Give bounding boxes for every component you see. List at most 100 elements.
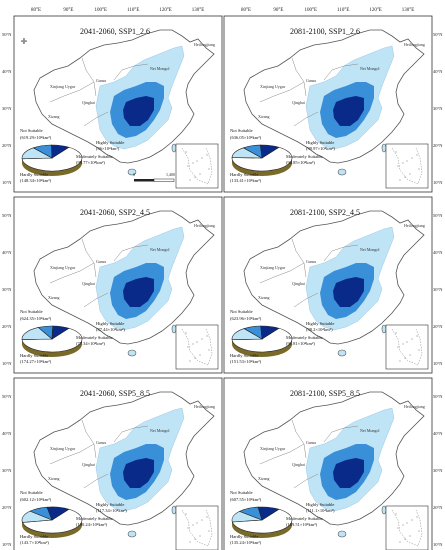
not-suitable-value: (636.05×10⁴km²) xyxy=(230,135,262,140)
panel-title: 2081-2100, SSP1_2.6 xyxy=(290,27,360,36)
pie-slice-highly-suitable xyxy=(46,506,70,521)
island-dot xyxy=(416,335,418,337)
island-dot xyxy=(185,151,187,153)
south-china-sea-inset xyxy=(175,505,219,550)
hardly-suitable-label: Hardly Suitable xyxy=(20,534,48,539)
province-border xyxy=(259,443,305,465)
island-dot xyxy=(201,157,203,159)
province-border xyxy=(49,443,95,465)
not-suitable-value: (607.55×10⁴km²) xyxy=(230,497,262,502)
pie-slice-not-suitable xyxy=(231,146,293,172)
taiwan-island xyxy=(381,505,387,515)
island-dot xyxy=(418,349,420,351)
island-dot xyxy=(399,179,401,181)
moderately-suitable-value: (100.24×10⁴km²) xyxy=(76,522,108,527)
island-dot xyxy=(395,151,397,153)
province-label: Xizang xyxy=(48,295,60,300)
moderately-suitable-label: Moderately Suitable xyxy=(76,335,113,340)
province-label: Nei Mongol xyxy=(360,66,380,71)
province-border xyxy=(293,292,319,308)
pie-slice-not-suitable xyxy=(231,508,293,534)
latitude-label: 40°N xyxy=(2,431,12,436)
province-border xyxy=(83,473,109,489)
province-label: Gansu xyxy=(96,259,106,264)
latitude-label: 10°N xyxy=(433,361,443,366)
south-china-sea-inset xyxy=(175,324,219,370)
not-suitable-label: Not Suitable xyxy=(20,128,43,133)
island-dot xyxy=(416,154,418,156)
highly-suitable-value: (99.97×10⁴km²) xyxy=(306,146,335,151)
province-label: Heilongjiang xyxy=(194,42,215,47)
island-dot xyxy=(201,519,203,521)
latitude-label: 30°N xyxy=(433,106,443,111)
island-dot xyxy=(187,346,189,348)
island-dot xyxy=(192,162,194,164)
island-dot xyxy=(406,522,408,524)
pie-slice-highly-suitable xyxy=(257,506,280,521)
highly-suitable-area xyxy=(333,277,364,307)
longitude-label: 80°E xyxy=(241,8,251,13)
panel-title: 2081-2100, SSP5_8.5 xyxy=(290,389,360,398)
island-dot xyxy=(199,535,201,537)
latitude-label: 50°N xyxy=(433,32,443,37)
highly-suitable-label: Highly Suitable xyxy=(306,140,334,145)
province-border xyxy=(293,473,319,489)
island-dot xyxy=(409,354,411,356)
province-border xyxy=(113,244,149,262)
province-border xyxy=(49,81,95,103)
island-dot xyxy=(208,349,210,351)
island-dot xyxy=(409,173,411,175)
not-suitable-label: Not Suitable xyxy=(20,309,43,314)
island-dot xyxy=(185,513,187,515)
pie-slice-highly-suitable xyxy=(260,144,280,159)
province-border xyxy=(291,419,307,459)
latitude-label: 40°N xyxy=(433,69,443,74)
latitude-label: 10°N xyxy=(433,180,443,185)
latitude-label: 10°N xyxy=(2,542,12,547)
pie-slice-not-suitable xyxy=(22,508,83,534)
island-dot xyxy=(402,343,404,345)
island-dot xyxy=(189,360,191,362)
province-label: Heilongjiang xyxy=(194,223,215,228)
province-label: Gansu xyxy=(306,440,316,445)
nine-dash-line xyxy=(391,147,423,185)
province-label: Nei Mongol xyxy=(150,66,170,71)
latitude-label: 10°N xyxy=(2,180,12,185)
panel-title: 2041-2060, SSP5_8.5 xyxy=(80,389,150,398)
china-map xyxy=(33,391,215,538)
longitude-label: 120°E xyxy=(159,8,172,13)
taiwan-island xyxy=(171,324,177,334)
map-panel: Xinjiang Uygur Nei Mongol Gansu Qinghai Xiza… xyxy=(223,15,433,193)
highly-suitable-value: (111.1×10⁴km²) xyxy=(306,508,335,513)
longitude-label: 120°E xyxy=(369,8,382,13)
south-china-sea-inset xyxy=(175,143,219,189)
hainan-island xyxy=(337,530,347,538)
latitude-label: 20°N xyxy=(433,505,443,510)
moderately-suitable-label: Moderately Suitable xyxy=(286,154,323,159)
province-label: Gansu xyxy=(306,78,316,83)
island-dot xyxy=(397,346,399,348)
hainan-island xyxy=(127,349,137,357)
nine-dash-line xyxy=(391,509,423,547)
longitude-label: 110°E xyxy=(127,8,139,13)
hardly-suitable-label: Hardly Suitable xyxy=(230,534,258,539)
island-dot xyxy=(192,343,194,345)
province-label: Heilongjiang xyxy=(404,404,425,409)
province-label: Gansu xyxy=(306,259,316,264)
latitude-label: 30°N xyxy=(433,468,443,473)
island-dot xyxy=(406,160,408,162)
province-border xyxy=(83,111,109,127)
china-map xyxy=(243,29,425,176)
south-china-sea-inset xyxy=(385,143,429,189)
pie-slice-not-suitable xyxy=(21,146,83,172)
island-dot xyxy=(199,354,201,356)
island-dot xyxy=(189,541,191,543)
province-label: Xinjiang Uygur xyxy=(260,446,286,451)
nine-dash-line xyxy=(391,328,423,366)
latitude-label: 40°N xyxy=(433,431,443,436)
latitude-label: 50°N xyxy=(2,32,12,37)
map-panel: Xinjiang Uygur Nei Mongol Gansu Qinghai Xiza… xyxy=(223,377,433,550)
island-dot xyxy=(206,154,208,156)
china-map xyxy=(33,29,215,176)
longitude-label: 130°E xyxy=(192,8,205,13)
